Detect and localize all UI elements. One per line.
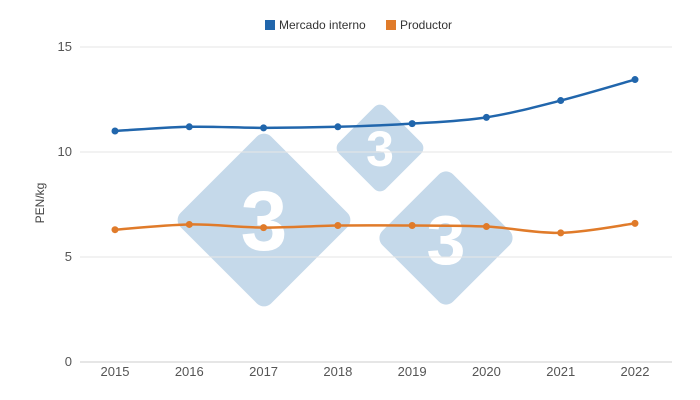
data-point-productor-2022 xyxy=(631,219,639,227)
data-point-productor-2019 xyxy=(408,222,416,229)
legend-label-mercado-interno: Mercado interno xyxy=(279,18,366,32)
watermark-digit-medium: 3 xyxy=(427,201,466,279)
data-point-mercado-interno-2022 xyxy=(631,76,639,84)
data-point-mercado-interno-2021 xyxy=(557,97,565,105)
legend-swatch-mercado-interno xyxy=(265,20,275,30)
data-point-mercado-interno-2019 xyxy=(408,120,416,128)
data-point-mercado-interno-2018 xyxy=(334,123,342,131)
watermark-diamond-large xyxy=(177,133,351,307)
x-tick-label: 2020 xyxy=(472,364,501,379)
y-tick-label: 5 xyxy=(65,249,72,264)
y-tick-label: 10 xyxy=(58,144,72,159)
data-point-productor-2015 xyxy=(111,226,119,234)
watermark-digit-small: 3 xyxy=(366,121,394,177)
x-tick-label: 2019 xyxy=(398,364,427,379)
series-group xyxy=(111,76,639,237)
data-point-mercado-interno-2017 xyxy=(260,124,268,132)
data-point-productor-2018 xyxy=(334,222,342,229)
x-tick-label: 2021 xyxy=(546,364,575,379)
y-axis-title: PEN/kg xyxy=(33,183,47,224)
data-point-productor-2020 xyxy=(482,223,490,231)
legend-label-productor: Productor xyxy=(400,18,452,32)
series-line-mercado-interno xyxy=(114,78,636,133)
data-point-mercado-interno-2015 xyxy=(111,127,119,135)
legend: Mercado interno Productor xyxy=(265,18,452,32)
x-tick-label: 2015 xyxy=(101,364,130,379)
x-tick-label: 2018 xyxy=(323,364,352,379)
data-point-productor-2021 xyxy=(557,229,565,237)
watermark-diamond-medium xyxy=(379,171,513,305)
data-point-mercado-interno-2016 xyxy=(185,123,193,131)
x-axis-ticks: 2015 2016 2017 2018 2019 2020 2021 2022 xyxy=(101,364,650,379)
x-tick-label: 2016 xyxy=(175,364,204,379)
data-point-productor-2017 xyxy=(260,224,268,232)
legend-swatch-productor xyxy=(386,20,396,30)
x-tick-label: 2022 xyxy=(621,364,650,379)
series-line-productor xyxy=(114,222,636,235)
y-tick-label: 0 xyxy=(65,354,72,369)
gridlines xyxy=(80,46,672,363)
x-tick-label: 2017 xyxy=(249,364,278,379)
y-tick-label: 15 xyxy=(58,39,72,54)
watermark-digit-large: 3 xyxy=(241,174,288,268)
data-point-productor-2016 xyxy=(185,220,193,228)
y-axis-ticks: 0 5 10 15 xyxy=(58,39,72,369)
watermark-logo: 3 3 3 xyxy=(177,104,513,307)
data-point-mercado-interno-2020 xyxy=(482,113,490,121)
